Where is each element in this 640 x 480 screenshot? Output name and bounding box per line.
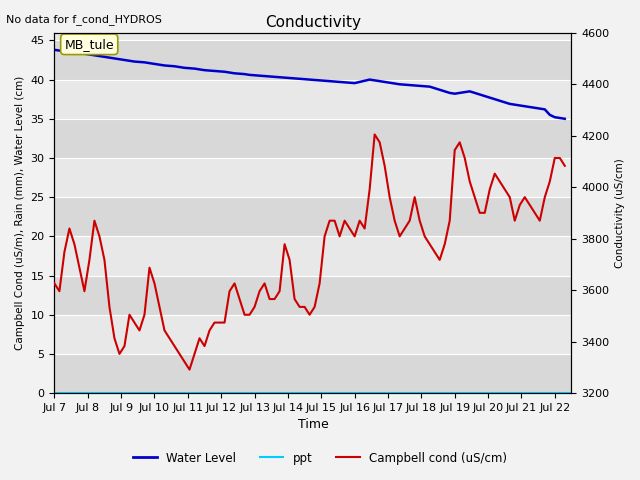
Title: Conductivity: Conductivity: [265, 15, 361, 30]
Bar: [54, 80, 572, 119]
Bar: [54, 236, 572, 276]
Text: No data for f_cond_HYDROS: No data for f_cond_HYDROS: [6, 14, 163, 25]
Bar: [54, 276, 572, 315]
Bar: [54, 40, 572, 80]
Text: MB_tule: MB_tule: [65, 38, 114, 51]
X-axis label: Time: Time: [298, 419, 328, 432]
Y-axis label: Campbell Cond (uS/m), Rain (mm), Water Level (cm): Campbell Cond (uS/m), Rain (mm), Water L…: [15, 76, 25, 350]
Bar: [54, 119, 572, 158]
Y-axis label: Conductivity (uS/cm): Conductivity (uS/cm): [615, 158, 625, 268]
Legend: Water Level, ppt, Campbell cond (uS/cm): Water Level, ppt, Campbell cond (uS/cm): [128, 447, 512, 469]
Bar: [54, 315, 572, 354]
Bar: [54, 158, 572, 197]
Bar: [54, 354, 572, 393]
Bar: [54, 197, 572, 236]
